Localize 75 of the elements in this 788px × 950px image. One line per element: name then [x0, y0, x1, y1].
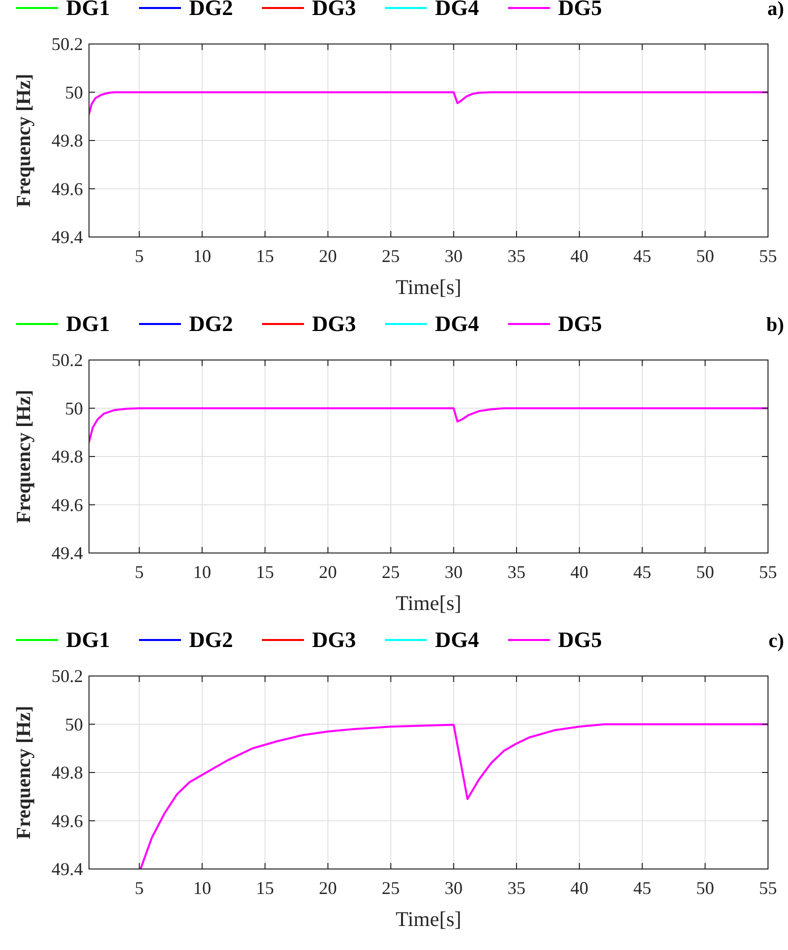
x-tick-label: 40 [570, 246, 588, 266]
x-tick-label: 30 [444, 562, 463, 582]
x-tick-label: 25 [382, 878, 400, 898]
x-tick-label: 55 [759, 246, 777, 266]
x-tick-label: 5 [134, 562, 144, 582]
legend-label: DG3 [312, 627, 356, 652]
legend-label: DG5 [558, 0, 602, 20]
x-tick-label: 5 [134, 878, 144, 898]
y-tick-label: 50.2 [52, 350, 83, 370]
legend-label: DG1 [66, 627, 110, 652]
legend-label: DG4 [435, 0, 479, 20]
legend-label: DG2 [189, 627, 233, 652]
y-tick-label: 49.6 [52, 810, 83, 831]
y-tick-label: 49.8 [52, 762, 83, 782]
legend-label: DG3 [312, 311, 356, 336]
x-tick-label: 50 [696, 246, 714, 266]
y-tick-label: 50 [65, 398, 83, 418]
x-tick-label: 45 [633, 562, 652, 582]
y-tick-label: 50.2 [52, 666, 83, 686]
x-tick-label: 40 [570, 562, 588, 582]
x-tick-label: 15 [256, 562, 274, 582]
x-tick-label: 55 [759, 878, 777, 898]
legend-label: DG5 [558, 311, 602, 336]
y-tick-label: 49.8 [52, 130, 83, 150]
y-tick-label: 49.6 [52, 494, 83, 515]
x-tick-label: 50 [696, 878, 714, 898]
y-tick-label: 49.4 [52, 227, 83, 247]
x-tick-label: 40 [570, 878, 588, 898]
line-series [89, 91, 768, 115]
x-tick-label: 25 [382, 246, 400, 266]
y-tick-label: 49.8 [52, 446, 83, 466]
y-tick-label: 50 [65, 714, 83, 734]
x-tick-label: 30 [444, 878, 463, 898]
x-tick-label: 45 [633, 246, 652, 266]
x-tick-label: 35 [508, 246, 526, 266]
y-axis-title: Frequency [Hz] [13, 74, 35, 208]
x-axis-title: Time[s] [396, 591, 462, 615]
x-tick-label: 35 [508, 878, 526, 898]
legend-label: DG2 [189, 0, 233, 20]
legend-label: DG4 [435, 311, 479, 336]
y-tick-label: 49.4 [52, 543, 83, 563]
x-tick-label: 55 [759, 562, 777, 582]
legend-label: DG1 [66, 0, 110, 20]
legend-label: DG4 [435, 627, 479, 652]
x-tick-label: 30 [444, 246, 463, 266]
legend-label: DG5 [558, 627, 602, 652]
x-tick-label: 15 [256, 246, 274, 266]
x-tick-label: 50 [696, 562, 714, 582]
x-tick-label: 45 [633, 878, 652, 898]
y-tick-label: 50 [65, 82, 83, 102]
y-axis-title: Frequency [Hz] [13, 390, 35, 524]
y-axis-title: Frequency [Hz] [13, 706, 35, 840]
y-tick-label: 49.4 [52, 859, 83, 879]
x-tick-label: 15 [256, 878, 274, 898]
text: a) [767, 0, 784, 20]
x-tick-label: 20 [318, 562, 337, 582]
x-tick-label: 35 [508, 562, 526, 582]
legend-label: DG2 [189, 311, 233, 336]
line-series [89, 407, 768, 444]
line-series [140, 723, 768, 869]
text: c) [768, 630, 784, 652]
x-tick-label: 10 [193, 562, 212, 582]
y-tick-label: 49.6 [52, 178, 83, 199]
y-tick-label: 50.2 [52, 34, 83, 54]
x-tick-label: 10 [193, 878, 212, 898]
x-tick-label: 20 [318, 878, 337, 898]
x-axis-title: Time[s] [396, 907, 462, 931]
x-tick-label: 25 [382, 562, 400, 582]
x-axis-title: Time[s] [396, 275, 462, 299]
legend-label: DG1 [66, 311, 110, 336]
x-tick-label: 20 [318, 246, 337, 266]
legend-label: DG3 [312, 0, 356, 20]
x-tick-label: 10 [193, 246, 212, 266]
x-tick-label: 5 [134, 246, 144, 266]
text: b) [766, 314, 784, 336]
